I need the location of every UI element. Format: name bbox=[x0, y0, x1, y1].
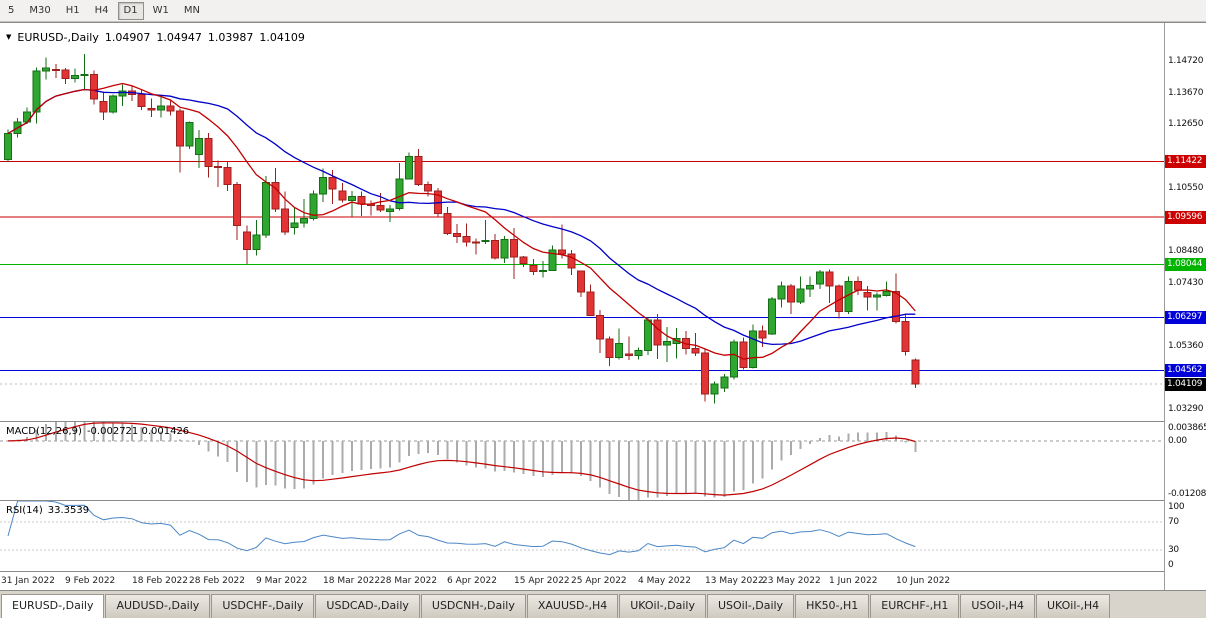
chart-tab[interactable]: USDCHF-,Daily bbox=[211, 594, 315, 618]
date-axis-label: 1 Jun 2022 bbox=[829, 576, 878, 586]
date-axis-label: 23 May 2022 bbox=[762, 576, 821, 586]
price-axis-label: 1.03290 bbox=[1168, 404, 1204, 415]
date-axis-label: 6 Apr 2022 bbox=[447, 576, 497, 586]
timeframe-toolbar: 5 M30 H1 H4 D1 W1 MN bbox=[0, 0, 1206, 22]
macd-settings-text: MACD(12,26,9) bbox=[6, 426, 82, 437]
rsi-axis-label: 30 bbox=[1168, 545, 1179, 555]
timeframe-button-h1[interactable]: H1 bbox=[65, 4, 80, 16]
level-price-badge: 1.06297 bbox=[1165, 311, 1206, 325]
date-axis-label: 13 May 2022 bbox=[705, 576, 764, 586]
macd-indicator-pane[interactable] bbox=[0, 422, 1164, 500]
macd-axis-label: -0.01208 bbox=[1168, 489, 1206, 499]
pane-separator[interactable] bbox=[0, 500, 1206, 501]
price-axis[interactable]: 1.14720 1.13670 1.12650 1.10550 1.08480 1.074… bbox=[1164, 23, 1206, 591]
date-axis-label: 9 Feb 2022 bbox=[65, 576, 116, 586]
chart-tab[interactable]: USOil-,Daily bbox=[706, 594, 795, 618]
price-axis-label: 1.14720 bbox=[1168, 56, 1204, 67]
price-axis-label: 1.13670 bbox=[1168, 88, 1204, 98]
timeframe-button-d1[interactable]: D1 bbox=[117, 1, 144, 20]
rsi-value-text: 33.3539 bbox=[47, 505, 90, 516]
level-price-badge: 1.08044 bbox=[1165, 257, 1206, 271]
timeframe-button-w1[interactable]: W1 bbox=[152, 4, 169, 16]
chart-tab[interactable]: UKOil-,Daily bbox=[619, 594, 706, 618]
chart-tab[interactable]: XAUUSD-,H4 bbox=[526, 594, 619, 618]
chart-title: ▼ EURUSD-,Daily 1.04907 1.04947 1.03987 … bbox=[6, 31, 305, 44]
ohlc-close: 1.04109 bbox=[259, 31, 305, 44]
current-price-badge: 1.04109 bbox=[1165, 377, 1206, 391]
chart-tab-bar: EURUSD-,Daily AUDUSD-,Daily USDCHF-,Daily U… bbox=[0, 590, 1206, 618]
price-axis-label: 1.12650 bbox=[1168, 119, 1204, 130]
price-axis-label: 1.08480 bbox=[1168, 246, 1204, 257]
timeframe-button-h4[interactable]: H4 bbox=[94, 4, 109, 16]
date-axis-label: 10 Jun 2022 bbox=[896, 576, 951, 586]
pane-separator[interactable] bbox=[0, 421, 1206, 422]
ohlc-high: 1.04947 bbox=[156, 31, 202, 44]
chart-tab[interactable]: AUDUSD-,Daily bbox=[105, 594, 211, 618]
rsi-axis-label: 100 bbox=[1168, 502, 1185, 512]
date-axis-label: 18 Mar 2022 bbox=[323, 576, 381, 586]
pane-separator bbox=[0, 571, 1206, 572]
date-axis-label: 28 Feb 2022 bbox=[189, 576, 246, 586]
date-axis-label: 9 Mar 2022 bbox=[256, 576, 308, 586]
macd-axis-label: 0.003865 bbox=[1168, 423, 1206, 433]
time-axis[interactable]: 31 Jan 2022 9 Feb 2022 18 Feb 2022 28 Feb 2… bbox=[0, 572, 1164, 591]
date-axis-label: 4 May 2022 bbox=[638, 576, 691, 586]
macd-axis-label: 0.00 bbox=[1168, 435, 1187, 446]
level-price-badge: 1.11422 bbox=[1165, 155, 1206, 168]
price-chart-pane[interactable] bbox=[0, 23, 1164, 421]
timeframe-button-5[interactable]: 5 bbox=[8, 4, 15, 16]
chart-area[interactable]: ▼ EURUSD-,Daily 1.04907 1.04947 1.03987 … bbox=[0, 22, 1206, 591]
chart-tab[interactable]: EURCHF-,H1 bbox=[870, 594, 960, 618]
ohlc-open: 1.04907 bbox=[104, 31, 151, 44]
chart-tab[interactable]: USDCAD-,Daily bbox=[315, 594, 420, 618]
date-axis-label: 18 Feb 2022 bbox=[132, 576, 189, 586]
date-axis-label: 31 Jan 2022 bbox=[1, 576, 55, 586]
macd-label: MACD(12,26,9) -0.002721 0.001426 bbox=[6, 426, 194, 437]
timeframe-button-m30[interactable]: M30 bbox=[29, 4, 51, 16]
date-axis-label: 15 Apr 2022 bbox=[514, 576, 570, 586]
price-axis-label: 1.10550 bbox=[1168, 183, 1204, 193]
rsi-axis-label: 0 bbox=[1168, 560, 1174, 570]
timeframe-button-mn[interactable]: MN bbox=[183, 4, 200, 16]
chart-tab[interactable]: EURUSD-,Daily bbox=[1, 594, 105, 618]
level-price-badge: 1.09596 bbox=[1165, 210, 1206, 224]
date-axis-label: 25 Apr 2022 bbox=[571, 576, 627, 586]
chart-tab[interactable]: UKOil-,H4 bbox=[1035, 594, 1111, 618]
rsi-axis-label: 70 bbox=[1168, 517, 1179, 527]
price-axis-label: 1.05360 bbox=[1168, 341, 1204, 352]
macd-values-text: -0.002721 0.001426 bbox=[86, 426, 190, 437]
rsi-label: RSI(14) 33.3539 bbox=[6, 505, 94, 516]
rsi-indicator-pane[interactable] bbox=[0, 501, 1164, 571]
symbol-dropdown-icon[interactable]: ▼ bbox=[6, 33, 12, 41]
ohlc-low: 1.03987 bbox=[207, 31, 254, 44]
chart-tab[interactable]: USDCNH-,Daily bbox=[420, 594, 526, 618]
level-price-badge: 1.04562 bbox=[1165, 363, 1206, 377]
rsi-settings-text: RSI(14) bbox=[6, 505, 43, 516]
chart-tab[interactable]: HK50-,H1 bbox=[795, 594, 870, 618]
chart-tab[interactable]: USOil-,H4 bbox=[960, 594, 1035, 618]
chart-symbol-period: EURUSD-,Daily bbox=[17, 31, 99, 44]
price-axis-label: 1.07430 bbox=[1168, 278, 1204, 289]
date-axis-label: 28 Mar 2022 bbox=[380, 576, 438, 586]
